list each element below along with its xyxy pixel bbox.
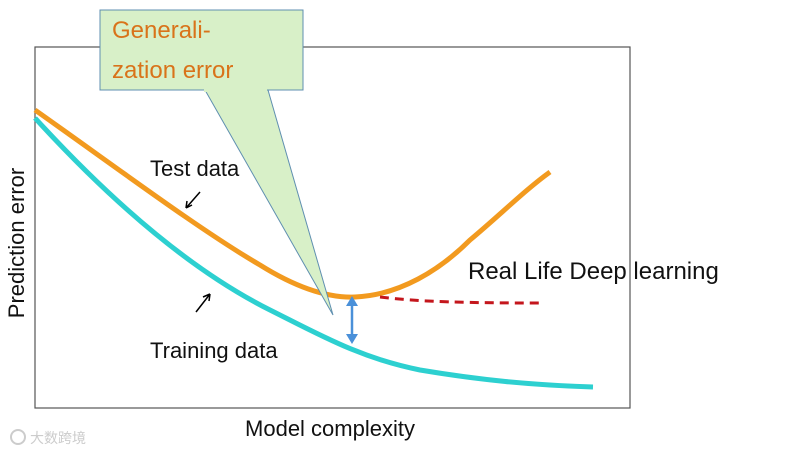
watermark-logo [10,429,26,445]
callout-join [204,88,267,92]
training-pointer [195,293,211,313]
callout-text: Generali- [112,17,211,44]
plot-frame [34,46,631,409]
callout-box [99,9,304,91]
x-axis-label: Model complexity [245,416,415,441]
gap-arrow-heads [346,296,358,344]
y-axis-label: Prediction error [4,168,29,318]
test-curve [33,107,552,300]
watermark: 大数跨境 [30,430,86,446]
training-curve [33,116,594,390]
test-label: Test data [150,156,240,181]
real-life-curve [379,295,541,305]
callout-text: zation error [112,57,233,84]
real-life-label: Real Life Deep learning [468,258,719,285]
test-pointer [185,191,201,209]
training-label: Training data [150,338,278,363]
